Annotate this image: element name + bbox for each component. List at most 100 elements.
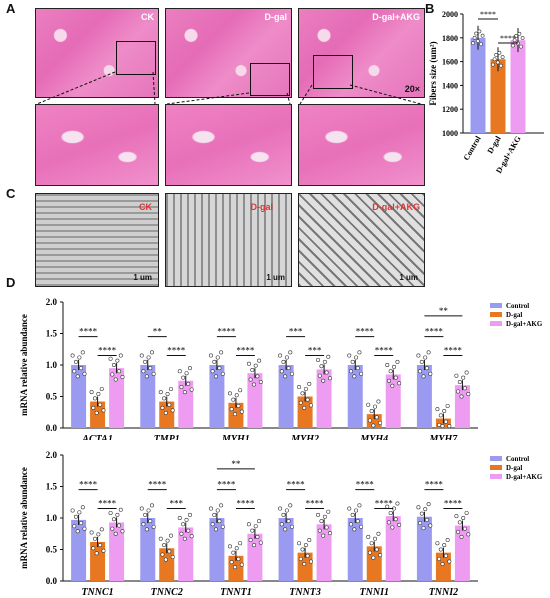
data-point [474,31,479,36]
data-point [158,536,163,541]
data-point [286,366,291,371]
bar [385,374,401,428]
data-point [447,559,452,564]
data-point [288,350,293,355]
legend-swatch [490,312,502,317]
y-tick-label: 1.5 [46,482,58,492]
data-point [366,534,371,539]
data-point [326,509,331,514]
data-point [397,381,402,386]
data-point [319,364,324,369]
data-point [447,424,452,429]
x-tick-label: Control [462,134,483,162]
chart-fiber-size: 1000 1200 1400 1600 1800 2000 Fibers size (um²… [428,10,544,175]
data-point [208,506,213,511]
data-point [512,38,517,43]
data-point [289,524,294,529]
legend-label: D-gal [506,311,522,319]
data-point [118,507,123,512]
bar [209,365,225,428]
data-point [246,361,251,366]
data-point [321,533,326,538]
data-point [461,516,466,521]
data-point [357,503,362,508]
data-point [255,534,260,539]
em-image-akg: D-gal+AKG 1 um [298,193,425,287]
data-point [79,521,84,526]
data-point [386,378,391,383]
data-point [187,512,192,517]
data-point [168,533,173,538]
data-point [305,397,310,402]
data-point [77,510,82,515]
data-point [141,522,146,527]
data-point [445,538,450,543]
bar [416,365,432,428]
data-point [220,524,225,529]
data-point [376,399,381,404]
data-point [324,370,329,375]
data-point [445,403,450,408]
data-point [348,522,353,527]
sig-stars: **** [236,499,255,509]
data-point [94,551,99,556]
sig-stars: **** [148,480,167,490]
data-point [327,376,332,381]
data-point [80,505,85,510]
x-tick-label: MYH4 [359,434,388,440]
data-point [236,403,241,408]
legend-label: D-gal+AKG [506,320,543,328]
panel-letter-b: B [425,1,435,16]
sig-stars: **** [375,346,394,356]
data-point [319,519,324,524]
data-point [308,403,313,408]
em-label-ck: CK [139,202,152,212]
legend-swatch [490,321,502,326]
sig-stars: **** [356,480,375,490]
data-point [462,526,467,531]
sig-stars: **** [287,480,306,490]
data-point [347,353,352,358]
data-point [212,512,217,517]
data-point [110,372,115,377]
data-point [189,387,194,392]
bar [316,524,332,581]
bar [109,522,125,581]
bar [178,527,194,581]
data-point [158,390,163,395]
data-point [462,386,467,391]
data-point [369,408,374,413]
data-point [376,531,381,536]
bar [385,516,401,581]
data-point [227,391,232,396]
chart-mrna-top: 0.0 0.5 1.0 1.5 2.0 mRNA relative abundance AC… [19,297,543,440]
data-point [231,550,236,555]
data-point [359,371,364,376]
sig-stars: **** [98,499,117,509]
data-point [305,553,310,558]
data-point [457,380,462,385]
data-point [167,549,172,554]
data-point [464,370,469,375]
data-point [115,512,120,517]
data-point [421,526,426,531]
data-point [519,44,523,49]
bar [71,365,87,428]
y-tick-label: 0.0 [46,423,58,433]
data-point [229,560,234,565]
data-point [393,375,398,380]
x-tick-label: TNNC1 [81,587,113,598]
zoom-region-box [313,55,353,89]
data-point [238,541,243,546]
data-point [82,371,87,376]
data-point [101,408,106,413]
em-label-akg: D-gal+AKG [372,202,420,212]
data-point [289,371,294,376]
em-label-dgal: D-gal [250,202,274,212]
sig-stars: *** [170,499,184,509]
data-point [73,359,78,364]
data-point [438,547,443,552]
data-point [418,369,423,374]
data-point [79,366,84,371]
data-point [146,508,151,513]
